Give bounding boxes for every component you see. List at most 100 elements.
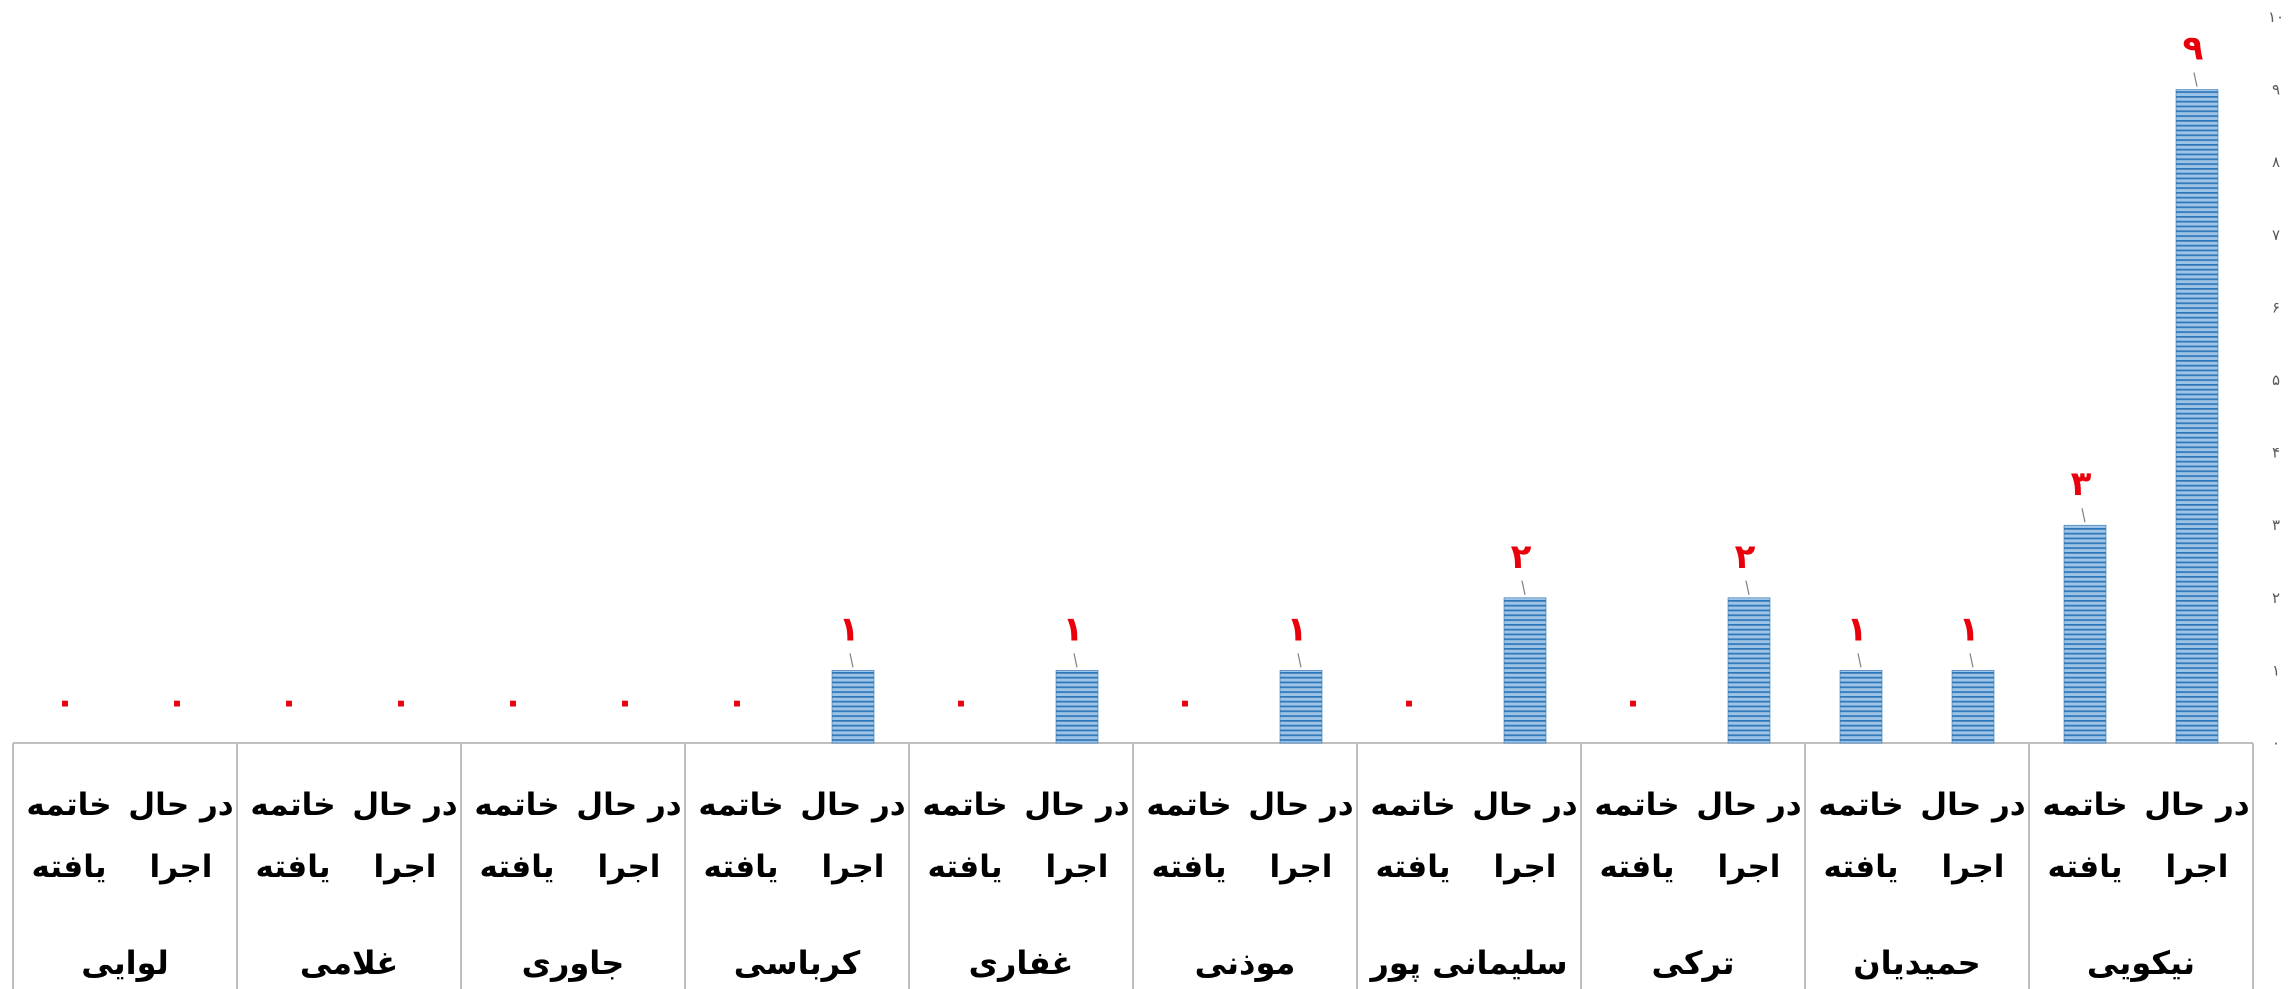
x-sublabel-line1: خاتمه [250,787,335,823]
x-sublabel-line2: اجرا [374,849,437,885]
y-tick-label: ۳ [2272,516,2280,534]
x-sublabel-line2: یافته [1823,849,1898,885]
x-sublabel-line1: خاتمه [698,787,783,823]
data-label: ۹ [2183,29,2204,69]
y-tick-label: ۱ [2272,661,2280,679]
x-sublabel-line1: در حال [128,787,233,823]
data-label: ۰ [951,682,972,722]
data-label: ۰ [727,682,748,722]
x-sublabel-line2: یافته [2047,849,2122,885]
x-sublabel-line2: اجرا [1270,849,1333,885]
x-sublabel-line2: یافته [703,849,778,885]
data-label: ۰ [167,682,188,722]
bars-layer [831,89,2219,744]
x-group-label: لوایی [81,944,168,982]
x-group-label: نیکویی [2087,944,2195,982]
x-sublabel-line1: در حال [576,787,681,823]
x-sublabel-line1: در حال [1472,787,1577,823]
x-sublabel-line1: خاتمه [2042,787,2127,823]
data-label: ۰ [615,682,636,722]
x-group-label: حمیدیان [1853,944,1980,982]
x-sublabel-line1: در حال [352,787,457,823]
data-label: ۱ [1847,609,1868,649]
x-sublabel-line1: در حال [1696,787,1801,823]
data-label-leader [2193,72,2198,87]
data-label-leader [1073,653,1078,668]
data-label: ۱ [1959,609,1980,649]
x-sublabel-line2: اجرا [1046,849,1109,885]
data-label: ۱ [1287,609,1308,649]
data-label-leader [2081,508,2086,523]
x-sublabel-line1: خاتمه [1818,787,1903,823]
x-sublabel-line1: در حال [800,787,905,823]
y-tick-label: ۲ [2272,589,2280,607]
x-sublabel-line2: اجرا [1718,849,1781,885]
x-group-label: موذنی [1195,944,1296,982]
data-label-leader [1521,580,1526,595]
y-tick-label: ۵ [2272,371,2280,389]
x-group-label: غلامی [300,944,398,982]
bar [1951,670,1995,744]
data-label-leader [849,653,854,668]
bar [1727,597,1771,744]
x-sublabel-line1: خاتمه [1146,787,1231,823]
x-sublabel-line2: یافته [31,849,106,885]
x-sublabel-line2: یافته [255,849,330,885]
x-sublabel-line1: در حال [1024,787,1129,823]
x-group-label: ترکی [1652,944,1735,982]
data-label-leader [1745,580,1750,595]
x-sublabel-line1: خاتمه [26,787,111,823]
x-sublabel-line1: در حال [2144,787,2249,823]
x-sublabel-line1: در حال [1920,787,2025,823]
x-sublabel-line1: در حال [1248,787,1353,823]
data-label: ۲ [1735,537,1756,577]
y-tick-label: ۱۰ [2268,8,2284,26]
bar [2063,524,2107,744]
data-label: ۱ [1063,609,1084,649]
x-sublabel-line2: اجرا [1494,849,1557,885]
x-sublabel-line2: یافته [1375,849,1450,885]
bar [1055,670,1099,744]
x-sublabel-line1: خاتمه [1594,787,1679,823]
x-group-label: سلیمانی پور [1368,944,1567,982]
bar [1279,670,1323,744]
y-tick-label: ۶ [2272,298,2280,316]
data-label: ۲ [1511,537,1532,577]
data-label: ۳ [2071,464,2092,504]
x-sublabel-line2: اجرا [598,849,661,885]
bar [831,670,875,744]
x-sublabel-line1: خاتمه [922,787,1007,823]
data-label-leader [1857,653,1862,668]
bar [2175,89,2219,744]
x-sublabel-line2: یافته [1599,849,1674,885]
x-sublabel-line2: اجرا [1942,849,2005,885]
data-label-leader [1297,653,1302,668]
labels-layer: ۹ در حال اجرا ۳ خاتمه یافته نیکویی ۱ در حال اجرا ۱… [26,29,2249,982]
x-group-label: جاوری [522,944,625,982]
y-tick-label: ۹ [2272,81,2280,99]
data-label: ۰ [279,682,300,722]
x-sublabel-line2: یافته [479,849,554,885]
data-label: ۰ [1399,682,1420,722]
data-label: ۰ [1175,682,1196,722]
x-sublabel-line1: خاتمه [474,787,559,823]
data-label: ۰ [55,682,76,722]
data-label: ۰ [503,682,524,722]
x-sublabel-line2: یافته [1151,849,1226,885]
x-sublabel-line2: اجرا [2166,849,2229,885]
data-label: ۰ [1623,682,1644,722]
data-label: ۱ [839,609,860,649]
y-tick-label: ۰ [2272,734,2280,752]
bar [1839,670,1883,744]
data-label: ۰ [391,682,412,722]
data-label-leader [1969,653,1974,668]
x-group-label: غفاری [969,944,1074,982]
x-group-label: کرباسی [734,944,861,982]
x-sublabel-line2: اجرا [150,849,213,885]
x-sublabel-line2: اجرا [822,849,885,885]
y-tick-label: ۷ [2272,226,2280,244]
y-tick-label: ۸ [2272,153,2280,171]
x-sublabel-line1: خاتمه [1370,787,1455,823]
